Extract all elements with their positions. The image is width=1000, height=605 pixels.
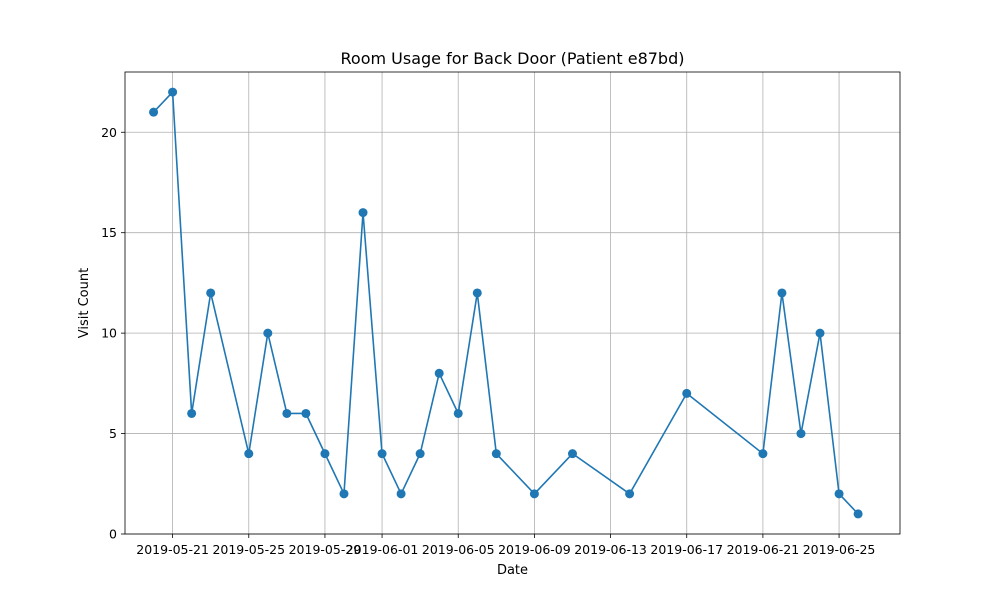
x-tick-label: 2019-06-01 bbox=[346, 542, 419, 557]
x-tick-label: 2019-06-05 bbox=[422, 542, 495, 557]
y-tick-label: 0 bbox=[109, 527, 117, 542]
x-tick-label: 2019-06-13 bbox=[574, 542, 647, 557]
y-tick-label: 15 bbox=[101, 225, 117, 240]
data-point bbox=[758, 449, 768, 459]
data-point bbox=[796, 429, 806, 439]
data-point bbox=[320, 449, 330, 459]
data-point bbox=[339, 489, 349, 499]
x-axis-ticks: 2019-05-21 2019-05-25 2019-05-292019-06-01… bbox=[136, 534, 875, 557]
data-point bbox=[301, 408, 311, 418]
y-tick-label: 5 bbox=[109, 426, 117, 441]
x-tick-label: 2019-06-09 bbox=[498, 542, 571, 557]
x-tick-label: 2019-06-21 bbox=[727, 542, 800, 557]
y-axis-ticks: 0 5 10 15 20 bbox=[101, 125, 125, 542]
data-point bbox=[625, 489, 635, 499]
x-axis-label: Date bbox=[497, 563, 528, 578]
x-tick-label: 2019-06-25 bbox=[803, 542, 876, 557]
data-point bbox=[434, 368, 444, 378]
data-point bbox=[777, 288, 787, 298]
data-point bbox=[815, 328, 825, 338]
data-point bbox=[244, 449, 254, 459]
chart-title: Room Usage for Back Door (Patient e87bd) bbox=[341, 49, 685, 68]
plot-area-frame bbox=[124, 71, 901, 535]
data-point bbox=[377, 449, 387, 459]
data-point bbox=[491, 449, 501, 459]
data-point bbox=[529, 489, 539, 499]
series-line-layer bbox=[152, 91, 859, 515]
data-point bbox=[263, 328, 273, 338]
data-point bbox=[149, 107, 159, 117]
data-point bbox=[168, 87, 178, 97]
x-tick-label: 2019-06-17 bbox=[650, 542, 723, 557]
data-point bbox=[415, 449, 425, 459]
data-point bbox=[358, 208, 368, 218]
x-tick-label: 2019-05-29 bbox=[289, 542, 362, 557]
data-point bbox=[453, 408, 463, 418]
data-point bbox=[282, 408, 292, 418]
series-line bbox=[152, 91, 859, 515]
y-axis-label: Visit Count bbox=[77, 268, 92, 338]
x-tick-label: 2019-05-25 bbox=[212, 542, 285, 557]
data-point bbox=[834, 489, 844, 499]
data-points bbox=[149, 87, 863, 519]
data-point bbox=[682, 388, 692, 398]
data-point bbox=[853, 509, 863, 519]
x-tick-label: 2019-05-21 bbox=[136, 542, 209, 557]
y-tick-label: 10 bbox=[101, 326, 117, 341]
data-point bbox=[187, 408, 197, 418]
data-point bbox=[206, 288, 216, 298]
y-tick-label: 20 bbox=[101, 125, 117, 140]
data-point bbox=[396, 489, 406, 499]
data-point bbox=[472, 288, 482, 298]
data-point bbox=[567, 449, 577, 459]
